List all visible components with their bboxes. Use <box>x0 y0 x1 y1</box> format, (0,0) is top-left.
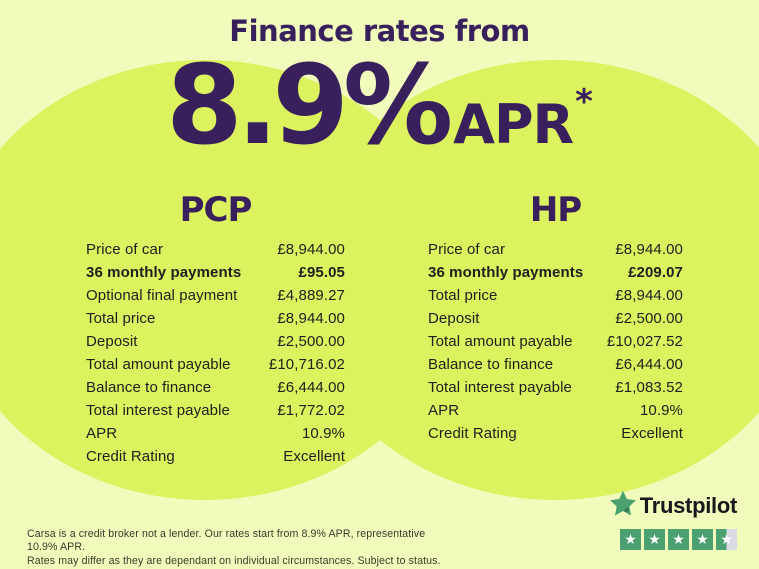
pcp-column: PCP Price of car £8,944.00 36 monthly paym… <box>86 192 345 468</box>
disclaimer-line-1: Carsa is a credit broker not a lender. O… <box>27 527 426 554</box>
trustpilot-star-icon <box>609 489 637 522</box>
finance-row-label: Total price <box>428 287 498 304</box>
finance-row: Credit Rating Excellent <box>86 445 345 468</box>
finance-row: Deposit £2,500.00 <box>428 307 683 330</box>
finance-row: APR 10.9% <box>86 422 345 445</box>
finance-row-value: £2,500.00 <box>615 310 683 327</box>
finance-row-label: Total amount payable <box>86 356 231 373</box>
finance-row-label: Credit Rating <box>428 425 517 442</box>
rating-star: ★ <box>644 529 665 550</box>
finance-row-value: 10.9% <box>639 402 683 419</box>
finance-row: Total price £8,944.00 <box>86 307 345 330</box>
finance-row-label: APR <box>86 425 118 442</box>
finance-row: Balance to finance £6,444.00 <box>86 376 345 399</box>
finance-row-label: 36 monthly payments <box>428 264 584 281</box>
finance-row-label: Deposit <box>428 310 480 327</box>
finance-row-value: £8,944.00 <box>615 241 683 258</box>
finance-row-value: £8,944.00 <box>277 241 345 258</box>
trustpilot-wordmark: Trustpilot <box>639 492 738 518</box>
page-title: Finance rates from <box>229 14 530 48</box>
finance-row-value: £10,716.02 <box>268 356 345 373</box>
finance-row-value: £6,444.00 <box>277 379 345 396</box>
finance-row-value: £8,944.00 <box>277 310 345 327</box>
finance-row: Deposit £2,500.00 <box>86 330 345 353</box>
finance-row: 36 monthly payments £95.05 <box>86 261 345 284</box>
finance-row-value: £1,083.52 <box>615 379 683 396</box>
hp-heading: HP <box>529 190 582 230</box>
footnote-asterisk: * <box>575 82 593 122</box>
finance-row-label: Total amount payable <box>428 333 573 350</box>
finance-row-label: Price of car <box>86 241 164 258</box>
finance-row: Total price £8,944.00 <box>428 284 683 307</box>
finance-row: Credit Rating Excellent <box>428 422 683 445</box>
finance-row-value: £8,944.00 <box>615 287 683 304</box>
finance-row-value: £95.05 <box>298 264 345 281</box>
finance-row-value: 10.9% <box>301 425 345 442</box>
finance-row-value: Excellent <box>283 448 345 465</box>
finance-row: Price of car £8,944.00 <box>86 238 345 261</box>
finance-row-label: Balance to finance <box>86 379 212 396</box>
rating-star: ★ <box>668 529 689 550</box>
hp-column: HP Price of car £8,944.00 36 monthly payme… <box>428 192 683 445</box>
hp-rows: Price of car £8,944.00 36 monthly payments… <box>428 238 683 445</box>
finance-row-label: Total price <box>86 310 156 327</box>
finance-row-value: Excellent <box>621 425 683 442</box>
finance-row-value: £4,889.27 <box>277 287 345 304</box>
finance-row-label: Total interest payable <box>428 379 572 396</box>
finance-row: Optional final payment £4,889.27 <box>86 284 345 307</box>
finance-row-value: £10,027.52 <box>606 333 683 350</box>
finance-row-label: Deposit <box>86 333 138 350</box>
finance-row-value: £1,772.02 <box>277 402 345 419</box>
finance-row: Total interest payable £1,772.02 <box>86 399 345 422</box>
finance-row-label: APR <box>428 402 460 419</box>
rating-star: ★ <box>692 529 713 550</box>
pcp-heading: PCP <box>179 190 253 230</box>
rating-star: ★ <box>620 529 641 550</box>
finance-row-label: Total interest payable <box>86 402 230 419</box>
finance-row-value: £209.07 <box>628 264 683 281</box>
finance-row: 36 monthly payments £209.07 <box>428 261 683 284</box>
finance-row-value: £2,500.00 <box>277 333 345 350</box>
finance-row: Price of car £8,944.00 <box>428 238 683 261</box>
finance-row-label: Optional final payment <box>86 287 238 304</box>
finance-row: Total amount payable £10,716.02 <box>86 353 345 376</box>
trustpilot-logo: Trustpilot <box>609 489 737 522</box>
finance-row-label: 36 monthly payments <box>86 264 242 281</box>
finance-row: Balance to finance £6,444.00 <box>428 353 683 376</box>
rating-star: ★ <box>716 529 737 550</box>
finance-row: APR 10.9% <box>428 399 683 422</box>
trustpilot-rating-stars: ★ ★ ★ ★ ★ <box>620 529 737 550</box>
finance-row-label: Credit Rating <box>86 448 175 465</box>
headline-rate: 8.9% APR * <box>0 41 759 169</box>
finance-row-label: Price of car <box>428 241 506 258</box>
finance-row-label: Balance to finance <box>428 356 554 373</box>
disclaimer-text: Carsa is a credit broker not a lender. O… <box>27 528 457 569</box>
background-circle-right <box>300 60 759 500</box>
disclaimer-line-2: Rates may differ as they are dependant o… <box>27 555 441 568</box>
pcp-rows: Price of car £8,944.00 36 monthly payments… <box>86 238 345 468</box>
trustpilot-widget[interactable]: Trustpilot ★ ★ ★ ★ ★ <box>609 489 737 550</box>
finance-row: Total amount payable £10,027.52 <box>428 330 683 353</box>
finance-row-value: £6,444.00 <box>615 356 683 373</box>
headline-rate-unit: APR <box>453 93 574 156</box>
headline-rate-value: 8.9% <box>166 41 453 169</box>
finance-row: Total interest payable £1,083.52 <box>428 376 683 399</box>
